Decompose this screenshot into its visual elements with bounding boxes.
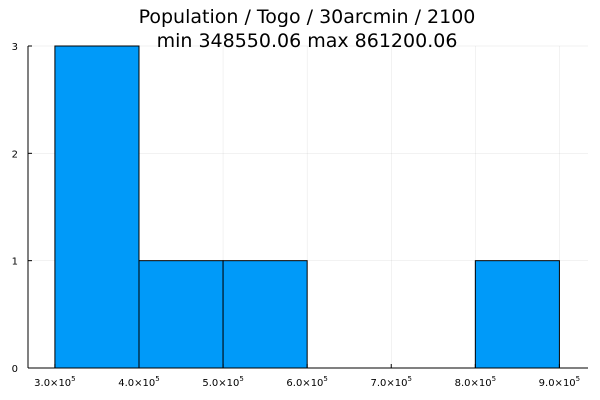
histogram-bar bbox=[138, 260, 224, 369]
histogram-bar bbox=[222, 260, 308, 369]
axes bbox=[27, 45, 588, 369]
y-tick-label: 3 bbox=[12, 42, 18, 53]
chart-title-line-1: Population / Togo / 30arcmin / 2100 bbox=[139, 6, 476, 28]
histogram-bar bbox=[54, 45, 140, 369]
x-tick-label: 3.0×105 bbox=[34, 375, 75, 389]
histogram-bar bbox=[474, 260, 560, 369]
x-tick-label: 7.0×105 bbox=[371, 375, 412, 389]
y-tick-label: 1 bbox=[12, 257, 18, 268]
chart-title-line-2: min 348550.06 max 861200.06 bbox=[157, 30, 458, 52]
x-tick-label: 5.0×105 bbox=[202, 375, 243, 389]
x-tick-label: 6.0×105 bbox=[286, 375, 327, 389]
histogram-bars bbox=[54, 45, 560, 369]
y-tick-labels: 0 1 2 3 bbox=[12, 42, 18, 375]
y-tick-label: 0 bbox=[12, 364, 18, 375]
x-tick-label: 9.0×105 bbox=[539, 375, 580, 389]
x-tick-labels: 3.0×105 4.0×105 5.0×105 6.0×105 7.0×105 8.0×1… bbox=[34, 375, 580, 389]
x-tick-label: 8.0×105 bbox=[455, 375, 496, 389]
y-tick-label: 2 bbox=[12, 149, 18, 160]
x-tick-label: 4.0×105 bbox=[118, 375, 159, 389]
